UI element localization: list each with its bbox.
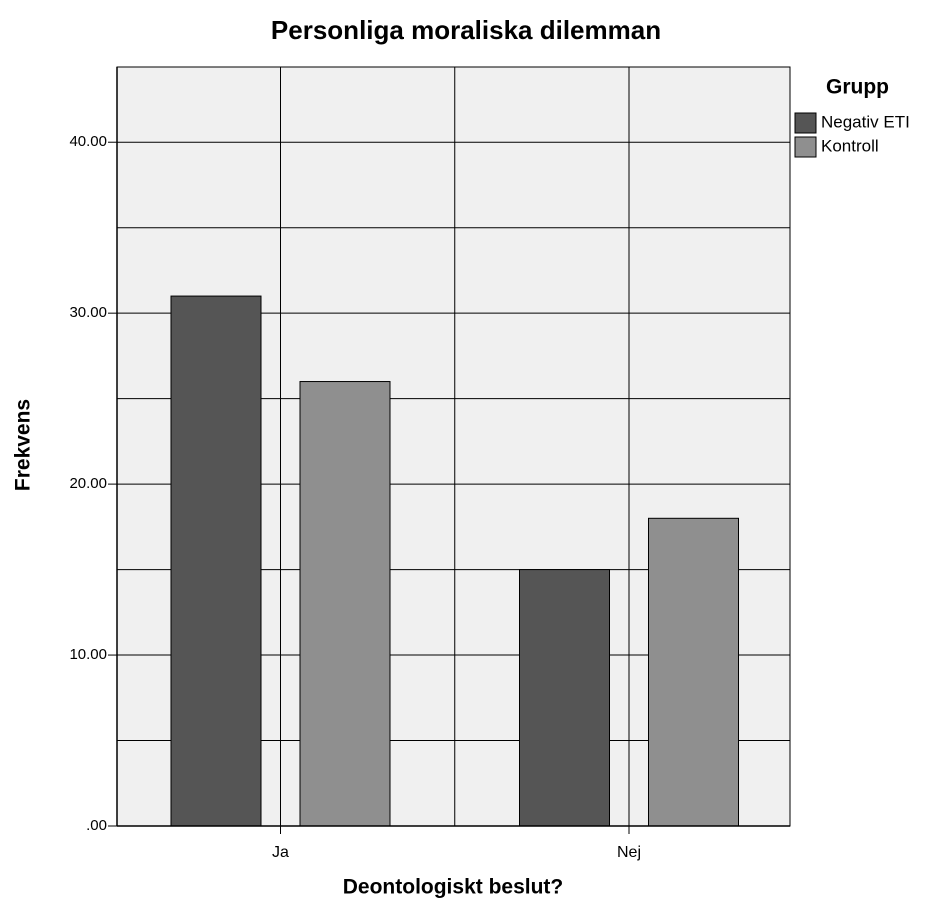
chart-title: Personliga moraliska dilemman [271, 15, 661, 45]
y-tick-label: .00 [86, 817, 107, 834]
bar [299, 381, 391, 827]
legend-title: Grupp [826, 76, 889, 99]
legend-label: Negativ ETI [821, 112, 910, 131]
y-axis-label: Frekvens [12, 399, 35, 491]
y-tick-label: 10.00 [69, 646, 107, 663]
y-tick-label: 30.00 [69, 304, 107, 321]
x-tick-label: Nej [617, 844, 641, 861]
bar [648, 517, 739, 827]
legend-label: Kontroll [821, 136, 879, 155]
legend-swatch [794, 136, 817, 158]
bar [519, 569, 610, 827]
bar [170, 295, 262, 827]
y-tick-label: 40.00 [69, 133, 107, 150]
legend-swatch [794, 112, 817, 134]
y-tick-label: 20.00 [69, 475, 107, 492]
x-tick-label: Ja [272, 844, 289, 861]
x-axis-label: Deontologiskt beslut? [343, 876, 564, 899]
